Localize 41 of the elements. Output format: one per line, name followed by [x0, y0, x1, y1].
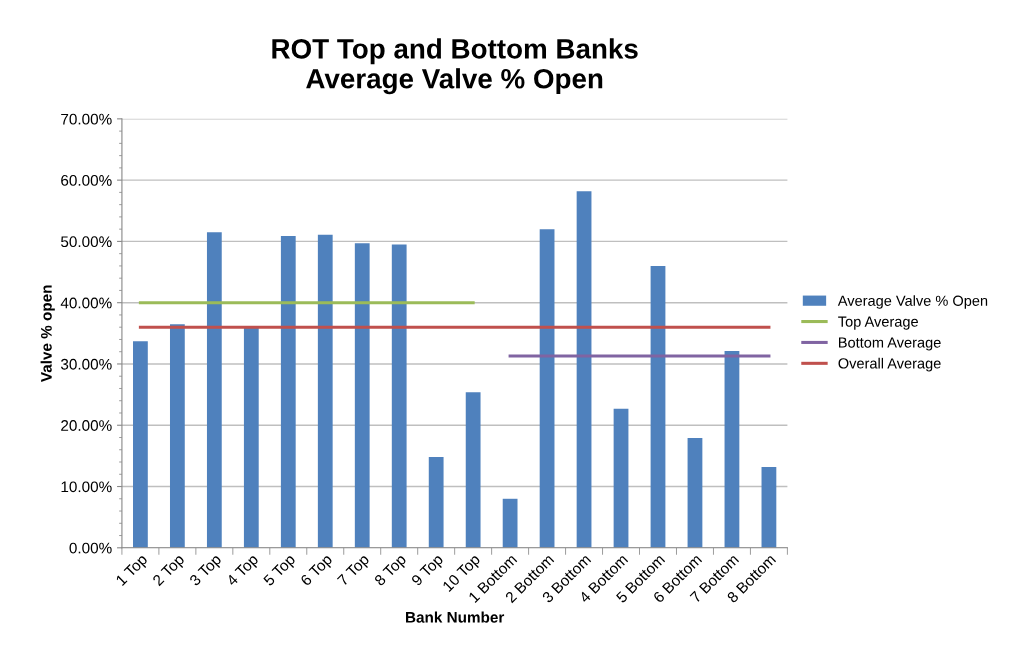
chart-title: ROT Top and Bottom Banks Average Valve % Open: [272, 38, 638, 95]
y-tick-label: 40.00%: [60, 297, 112, 309]
legend-label: Overall Average: [838, 357, 941, 372]
x-tick-label: 6 Top: [299, 553, 335, 589]
bar: [761, 466, 777, 548]
x-tick-label: 5 Top: [262, 553, 298, 589]
x-axis-title: Bank Number: [406, 611, 505, 623]
bar: [539, 229, 555, 548]
bar: [133, 341, 148, 548]
bar: [206, 232, 222, 548]
bar: [169, 324, 185, 548]
bar: [502, 498, 518, 548]
y-tick-label: 60.00%: [61, 175, 112, 186]
y-tick-label: 20.00%: [61, 420, 112, 431]
bar: [391, 244, 407, 548]
bar: [724, 351, 740, 548]
y-axis-title: Valve % open: [40, 285, 55, 383]
x-tick-label: 4 Top: [225, 553, 261, 589]
bar: [354, 243, 370, 548]
bar: [428, 457, 444, 548]
bar: [243, 327, 259, 548]
legend-label: Bottom Average: [839, 337, 941, 351]
bar: [317, 234, 333, 548]
y-tick-label: 0.00%: [69, 542, 112, 554]
y-tick-label: 70.00%: [61, 113, 112, 125]
bar: [465, 392, 481, 548]
y-tick-label: 30.00%: [60, 358, 112, 370]
bar: [650, 265, 666, 548]
y-tick-label: 10.00%: [61, 481, 112, 493]
legend-label: Average Valve % Open: [837, 295, 988, 309]
y-tick-label: 50.00%: [61, 236, 112, 248]
legend-label: Top Average: [838, 316, 918, 330]
x-tick-label: 2 Top: [151, 553, 187, 589]
x-tick-label: 3 Top: [188, 553, 224, 589]
x-tick-label: 7 Top: [336, 553, 372, 589]
x-tick-label: 1 Top: [115, 553, 151, 589]
bar: [280, 235, 296, 548]
x-tick-label: 8 Top: [373, 553, 409, 589]
bar: [613, 408, 629, 548]
bar: [687, 438, 703, 548]
bar: [576, 191, 592, 548]
